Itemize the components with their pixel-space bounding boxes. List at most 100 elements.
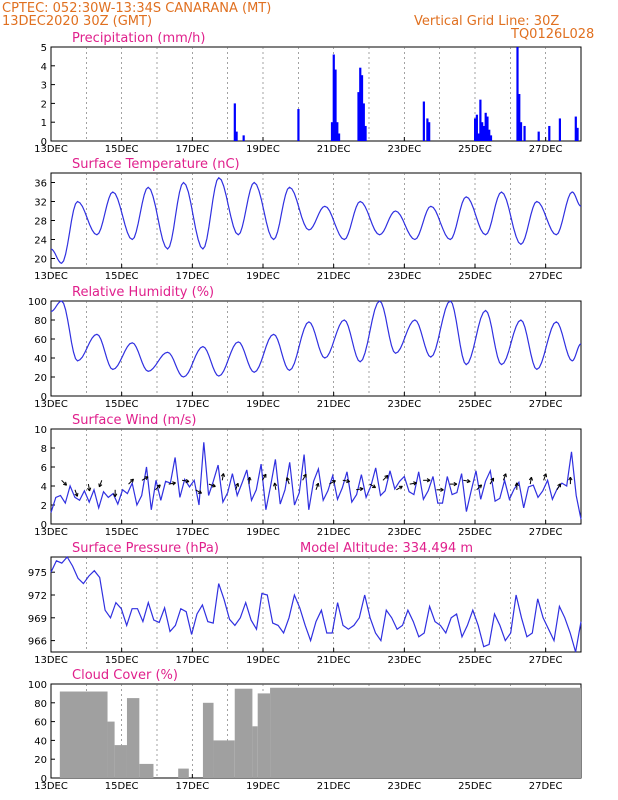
- precip-bar: [475, 114, 478, 141]
- y-tick-label: 0: [41, 520, 47, 531]
- x-tick-label: 17DEC: [175, 271, 209, 282]
- wind-arrow-head: [453, 481, 458, 485]
- x-tick-label: 21DEC: [317, 781, 351, 792]
- precip-bar: [235, 131, 238, 141]
- series-line: [50, 555, 582, 653]
- x-tick-label: 15DEC: [105, 527, 139, 538]
- x-tick-label: 17DEC: [175, 527, 209, 538]
- x-tick-label: 17DEC: [175, 399, 209, 410]
- precip-bar: [484, 112, 487, 141]
- wind-arrow: [262, 473, 267, 481]
- panel-title: Cloud Cover (%): [72, 668, 178, 683]
- y-tick-label: 20: [34, 373, 47, 384]
- wind-arrow: [182, 479, 190, 483]
- cloud-area: [202, 702, 214, 778]
- precip-bar: [330, 122, 334, 141]
- precip-bar: [548, 125, 551, 141]
- precip-bar: [242, 135, 245, 141]
- precip-bar: [334, 69, 337, 141]
- precip-bar: [537, 131, 540, 141]
- x-tick-label: 17DEC: [175, 144, 209, 155]
- wind-arrow-head: [89, 487, 92, 492]
- wind-arrow-head: [220, 473, 224, 477]
- x-tick-label: 13DEC: [34, 399, 68, 410]
- series-line: [50, 442, 582, 520]
- panel-title: Surface Wind (m/s): [72, 413, 196, 428]
- precip-bar: [362, 103, 365, 141]
- wind-arrow: [74, 489, 78, 497]
- x-tick-label: 25DEC: [458, 781, 492, 792]
- x-tick-label: 17DEC: [175, 781, 209, 792]
- wind-arrow-head: [129, 478, 134, 481]
- wind-arrow-head: [346, 478, 350, 482]
- x-tick-label: 19DEC: [246, 781, 280, 792]
- precip-bar: [297, 109, 300, 141]
- header-station: CPTEC: 052:30W-13:34S CANARANA (MT): [2, 1, 271, 16]
- wind-arrow: [463, 479, 471, 483]
- plot-frame: [50, 428, 582, 525]
- y-tick-label: 60: [34, 335, 47, 346]
- precip-bar: [360, 75, 364, 141]
- wind-arrow-head: [384, 474, 389, 477]
- cloud-area: [114, 745, 127, 778]
- cloud-area: [213, 740, 235, 778]
- panel-surface-wind: Surface Wind (m/s) 0 2 4 6 8 10 13DEC 15DEC 17DEC…: [34, 413, 582, 538]
- wind-arrow: [315, 483, 319, 490]
- wind-arrow: [556, 483, 561, 491]
- x-tick-label: 25DEC: [458, 271, 492, 282]
- precip-bar: [426, 118, 429, 141]
- x-tick-label: 15DEC: [105, 271, 139, 282]
- wind-arrow-head: [99, 484, 103, 488]
- precip-bar: [518, 94, 521, 141]
- precip-bar: [482, 125, 486, 141]
- wind-arrow: [356, 488, 364, 491]
- header-date: 13DEC2020 30Z (GMT): [2, 14, 152, 29]
- precip-bar: [359, 67, 362, 141]
- wind-arrow-head: [212, 483, 216, 487]
- wind-arrow: [235, 483, 239, 490]
- x-tick-label: 21DEC: [317, 144, 351, 155]
- plot-frame: [50, 556, 582, 653]
- panel-surface-pressure: Surface Pressure (hPa) Model Altitude: 33…: [28, 541, 582, 666]
- wind-arrow: [409, 482, 417, 485]
- wind-arrow-head: [65, 481, 68, 486]
- wind-arrow: [87, 484, 91, 492]
- x-tick-label: 25DEC: [458, 655, 492, 666]
- wind-arrow: [195, 489, 202, 494]
- x-tick-label: 21DEC: [317, 271, 351, 282]
- wind-arrow: [342, 479, 350, 483]
- wind-arrow: [286, 477, 290, 485]
- x-tick-label: 25DEC: [458, 399, 492, 410]
- y-tick-label: 972: [28, 591, 47, 602]
- x-tick-label: 25DEC: [458, 527, 492, 538]
- wind-arrow: [543, 473, 547, 481]
- wind-arrow-head: [426, 478, 431, 481]
- y-tick-label: 4: [41, 482, 47, 493]
- wind-arrow-head: [478, 484, 482, 487]
- plot-frame: [50, 300, 582, 397]
- x-tick-label: 13DEC: [34, 527, 68, 538]
- wind-arrow-head: [273, 482, 276, 487]
- panel-title: Relative Humidity (%): [72, 285, 214, 300]
- precip-bar: [516, 47, 519, 141]
- series-line: [50, 176, 582, 265]
- wind-arrow-head: [467, 478, 471, 482]
- cloud-area: [139, 763, 154, 778]
- precip-bar: [428, 122, 431, 141]
- precip-bar: [357, 92, 360, 141]
- wind-arrow-head: [285, 477, 288, 482]
- x-tick-label: 23DEC: [387, 144, 421, 155]
- panel-precipitation: Precipitation (mm/h) 0 1 2 3 4 5 13DEC 15DEC 17DE…: [34, 31, 582, 155]
- header-model-id: TQ0126L028: [510, 27, 594, 42]
- precip-bar: [576, 127, 579, 141]
- x-tick-label: 13DEC: [34, 781, 68, 792]
- x-tick-label: 15DEC: [105, 399, 139, 410]
- y-tick-label: 80: [34, 699, 47, 710]
- panel-surface-temperature: Surface Temperature (nC) 20 24 28 32 36 13DEC 1…: [34, 157, 582, 282]
- x-tick-label: 13DEC: [34, 271, 68, 282]
- x-tick-label: 25DEC: [458, 144, 492, 155]
- y-tick-label: 3: [41, 81, 47, 92]
- cloud-area: [270, 687, 581, 778]
- x-tick-label: 21DEC: [317, 399, 351, 410]
- wind-arrow-head: [373, 484, 377, 488]
